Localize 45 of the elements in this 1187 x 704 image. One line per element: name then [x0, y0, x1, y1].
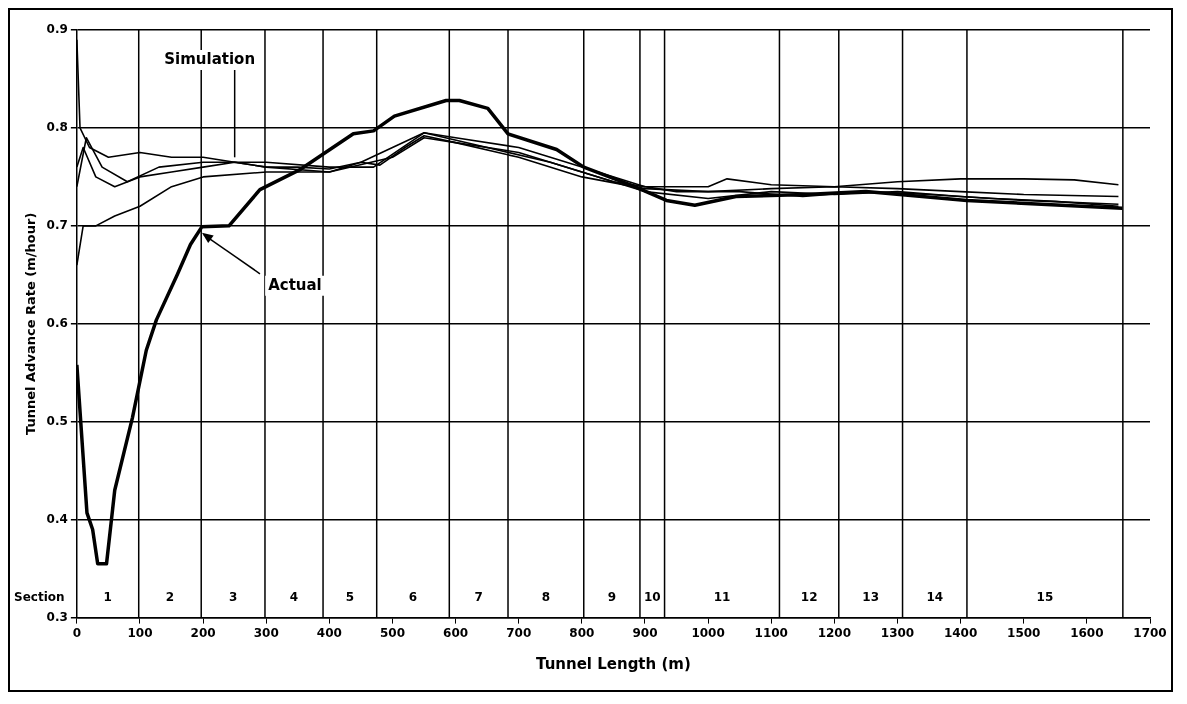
annotation: 12 — [800, 589, 818, 604]
annotation: Actual — [268, 275, 322, 294]
annotation: 5 — [345, 589, 355, 604]
x-tick-label: 200 — [190, 625, 216, 640]
x-tick-label: 700 — [506, 625, 532, 640]
y-tick-label: 0.4 — [46, 511, 68, 526]
annotation: 4 — [289, 589, 299, 604]
y-tick-label: 0.3 — [46, 609, 68, 624]
annotation: 14 — [926, 589, 944, 604]
annotation: 8 — [541, 589, 551, 604]
annotation: 13 — [862, 589, 880, 604]
x-tick-label: 1500 — [1007, 625, 1041, 640]
x-tick-label: 1700 — [1133, 625, 1167, 640]
annotation: 6 — [408, 589, 418, 604]
x-tick-label: 1200 — [817, 625, 852, 640]
x-tick-label: 400 — [316, 625, 342, 640]
annotation: 2 — [165, 589, 175, 604]
x-tick-label: 1600 — [1070, 625, 1104, 640]
x-tick-label: 0 — [72, 625, 82, 640]
x-tick-label: 1300 — [880, 625, 915, 640]
annotation: 1 — [103, 589, 112, 604]
annotation: 9 — [607, 589, 617, 604]
y-tick-label: 0.6 — [46, 315, 68, 330]
y-tick-label: 0.5 — [46, 413, 68, 428]
x-tick-label: 1400 — [943, 625, 978, 640]
x-tick-label: 600 — [443, 625, 469, 640]
x-tick-label: 1100 — [754, 625, 788, 640]
annotation: 3 — [228, 589, 238, 604]
y-axis-title: Tunnel Advance Rate (m/hour) — [23, 212, 39, 435]
x-tick-label: 100 — [127, 625, 153, 640]
annotation: 10 — [643, 589, 661, 604]
x-tick-label: 300 — [253, 625, 279, 640]
y-tick-label: 0.8 — [46, 120, 68, 135]
y-tick-label: 0.7 — [46, 217, 68, 232]
text: Section — [14, 589, 65, 604]
y-tick-label: 0.9 — [46, 22, 68, 37]
x-axis-title: Tunnel Length (m) — [536, 654, 691, 673]
annotation: Simulation — [164, 49, 256, 68]
annotation: 11 — [713, 589, 731, 604]
x-tick-label: 500 — [379, 625, 406, 640]
annotation: 7 — [474, 589, 483, 604]
x-tick-label: 900 — [632, 625, 658, 640]
x-tick-label: 800 — [569, 625, 595, 640]
x-tick-label: 1000 — [691, 625, 725, 640]
annotation: 15 — [1036, 589, 1054, 604]
